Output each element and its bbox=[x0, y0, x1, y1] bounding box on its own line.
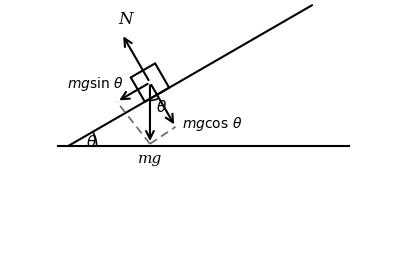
Text: mg: mg bbox=[138, 152, 162, 165]
Text: $\theta$: $\theta$ bbox=[156, 99, 168, 115]
Text: $\theta$: $\theta$ bbox=[86, 134, 97, 150]
Text: $mg \sin\,\theta$: $mg \sin\,\theta$ bbox=[67, 75, 124, 93]
Text: N: N bbox=[119, 11, 133, 28]
Text: $mg \cos\,\theta$: $mg \cos\,\theta$ bbox=[182, 115, 242, 133]
